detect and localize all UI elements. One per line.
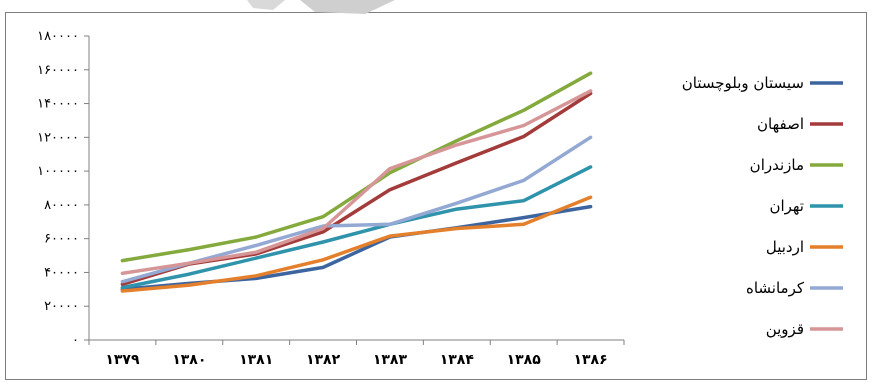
y-tick-label: ۱۶۰۰۰۰	[37, 63, 79, 78]
x-tick-label: ۱۳۸۲	[306, 352, 341, 368]
legend-label: قزوین	[766, 320, 804, 338]
series-line-5	[120, 195, 593, 293]
legend-item: کرمانشاه	[746, 279, 843, 297]
legend-item: مازندران	[750, 156, 843, 174]
x-axis-tick-labels: ۱۳۷۹ ۱۳۸۰ ۱۳۸۱ ۱۳۸۲ ۱۳۸۳ ۱۳۸۴ ۱۳۸۵ ۱۳۸۶	[88, 340, 625, 368]
y-tick-label: ۱۲۰۰۰۰	[37, 130, 79, 145]
legend-label: سیستان وبلوچستان	[682, 74, 804, 92]
legend-item: قزوین	[766, 320, 843, 338]
y-tick-label: ۸۰۰۰۰	[44, 198, 79, 213]
legend: سیستان وبلوچستان اصفهان مازندران تهران اردبی…	[682, 74, 843, 338]
x-tick-label: ۱۳۸۵	[507, 352, 542, 368]
y-tick-label: ۱۴۰۰۰۰	[37, 97, 79, 112]
line-chart: ۰ ۲۰۰۰۰ ۴۰۰۰۰ ۶۰۰۰۰ ۸۰۰۰۰ ۱۰۰۰۰۰ ۱۲۰۰۰۰ ۱۴۰۰۰۰ ۱…	[37, 29, 843, 368]
legend-label: مازندران	[750, 156, 804, 174]
y-tick-label: ۱۸۰۰۰۰	[37, 29, 79, 44]
x-tick-label: ۱۳۸۶	[573, 352, 607, 368]
y-tick-label: ۱۰۰۰۰۰	[37, 164, 79, 179]
legend-item: تهران	[769, 197, 843, 215]
y-tick-label: ۰	[72, 333, 79, 348]
legend-item: اصفهان	[757, 115, 843, 133]
series-lines	[120, 71, 593, 293]
legend-label: تهران	[769, 197, 804, 215]
legend-label: اصفهان	[757, 115, 804, 133]
y-axis-tick-labels: ۰ ۲۰۰۰۰ ۴۰۰۰۰ ۶۰۰۰۰ ۸۰۰۰۰ ۱۰۰۰۰۰ ۱۲۰۰۰۰ ۱۴۰۰۰۰ ۱…	[37, 29, 89, 348]
series-line-4	[120, 165, 593, 290]
legend-item: اردبیل	[766, 238, 843, 256]
legend-label: اردبیل	[766, 238, 804, 256]
y-tick-label: ۴۰۰۰۰	[44, 265, 79, 280]
series-line-3	[120, 71, 593, 263]
x-tick-label: ۱۳۸۳	[373, 352, 408, 368]
legend-item: سیستان وبلوچستان	[682, 74, 843, 92]
series-line-7	[120, 89, 593, 276]
chart-area: ۰ ۲۰۰۰۰ ۴۰۰۰۰ ۶۰۰۰۰ ۸۰۰۰۰ ۱۰۰۰۰۰ ۱۲۰۰۰۰ ۱۴۰۰۰۰ ۱…	[5, 12, 867, 380]
x-tick-label: ۱۳۷۹	[105, 352, 140, 368]
series-line-2	[120, 91, 593, 287]
watermark-fragment	[247, 0, 395, 14]
y-tick-label: ۶۰۰۰۰	[44, 232, 79, 247]
x-tick-label: ۱۳۸۴	[440, 352, 475, 368]
x-tick-label: ۱۳۸۰	[172, 352, 206, 368]
axes	[88, 36, 624, 341]
y-tick-label: ۲۰۰۰۰	[44, 299, 79, 314]
legend-label: کرمانشاه	[746, 279, 805, 297]
x-tick-label: ۱۳۸۱	[239, 352, 273, 368]
